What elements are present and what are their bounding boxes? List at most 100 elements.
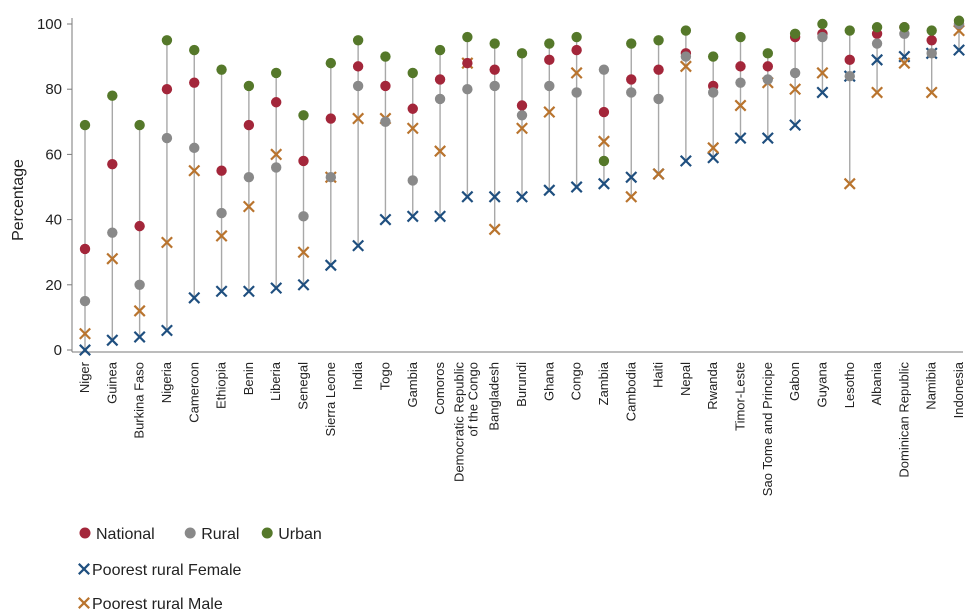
national-point bbox=[735, 61, 746, 72]
rural-point bbox=[653, 93, 664, 105]
poorest-rural-male-point bbox=[925, 86, 938, 99]
national-point bbox=[544, 54, 555, 66]
rural-point bbox=[571, 87, 582, 98]
poorest-rural-male-point bbox=[516, 122, 528, 135]
category-label: Gambia bbox=[405, 361, 420, 407]
poorest-rural-male-point bbox=[106, 252, 119, 265]
urban-point bbox=[325, 57, 337, 69]
poorest-rural-male-point bbox=[242, 200, 255, 213]
national-point bbox=[762, 61, 774, 72]
poorest-rural-female-point bbox=[461, 190, 474, 203]
urban-point bbox=[626, 38, 637, 49]
national-point bbox=[434, 74, 446, 85]
y-axis-title: Percentage bbox=[10, 159, 27, 241]
urban-point bbox=[79, 119, 91, 131]
poorest-rural-female-point bbox=[871, 53, 884, 66]
poorest-rural-female-point bbox=[352, 239, 365, 252]
poorest-rural-female-point bbox=[160, 324, 173, 337]
national-point bbox=[926, 35, 937, 46]
legend: National Rural Urban Poorest rural Female Po… bbox=[78, 526, 322, 612]
national-point bbox=[161, 84, 173, 95]
y-tick-label: 0 bbox=[54, 342, 62, 359]
rural-point bbox=[516, 110, 528, 121]
poorest-rural-male-point bbox=[570, 66, 583, 79]
poorest-rural-female-point bbox=[679, 154, 692, 167]
stems bbox=[84, 20, 960, 350]
category-label: Senegal bbox=[296, 362, 311, 410]
rural-point bbox=[161, 132, 173, 144]
rural-point bbox=[189, 142, 200, 154]
national-point bbox=[270, 97, 282, 108]
poorest-rural-female-point bbox=[215, 285, 228, 298]
category-label: Haiti bbox=[651, 362, 666, 388]
poorest-rural-female-point bbox=[516, 190, 528, 203]
poorest-rural-female-point bbox=[570, 181, 583, 193]
poorest-rural-male-point bbox=[898, 57, 911, 70]
category-label: India bbox=[350, 361, 365, 390]
urban-point bbox=[407, 67, 418, 79]
national-point bbox=[598, 106, 610, 118]
poorest-rural-female-point bbox=[625, 171, 638, 184]
poorest-rural-male-point bbox=[871, 86, 884, 99]
rural-point bbox=[735, 77, 746, 88]
rural-point bbox=[544, 80, 555, 92]
poorest-rural-male-point bbox=[406, 122, 419, 135]
urban-point bbox=[871, 22, 883, 33]
poorest-rural-female-point bbox=[543, 184, 556, 197]
rural-point bbox=[489, 80, 500, 92]
national-point bbox=[516, 100, 528, 111]
rural-point bbox=[325, 172, 337, 183]
national-point bbox=[626, 74, 637, 85]
poorest-rural-female-point bbox=[597, 177, 610, 190]
category-label: Lesotho bbox=[842, 362, 857, 408]
y-tick-label: 20 bbox=[45, 277, 62, 294]
poorest-rural-male-point bbox=[270, 148, 283, 161]
category-label: Ghana bbox=[541, 361, 556, 401]
urban-point bbox=[134, 119, 145, 131]
legend-item-poorest-rural-male: Poorest rural Male bbox=[78, 596, 223, 612]
legend-marker bbox=[78, 563, 90, 575]
urban-point bbox=[161, 35, 173, 46]
poorest-rural-male-point bbox=[679, 60, 692, 73]
poorest-rural-male-point bbox=[133, 304, 146, 317]
rural-point bbox=[598, 64, 610, 75]
poorest-rural-male-point bbox=[188, 164, 201, 177]
poorest-rural-male-point bbox=[625, 190, 638, 203]
national-point bbox=[462, 57, 473, 69]
marks bbox=[79, 15, 965, 356]
urban-point bbox=[243, 80, 255, 92]
poorest-rural-female-point bbox=[816, 86, 829, 99]
rural-point bbox=[298, 211, 309, 222]
national-point bbox=[407, 103, 418, 114]
urban-point bbox=[544, 38, 555, 49]
rural-point bbox=[871, 38, 883, 49]
poorest-rural-female-point bbox=[188, 291, 201, 304]
poorest-rural-female-point bbox=[106, 334, 119, 347]
poorest-rural-male-point bbox=[816, 66, 829, 79]
legend-label: Poorest rural Female bbox=[92, 562, 241, 579]
national-point bbox=[298, 155, 309, 167]
category-label: Cameroon bbox=[186, 362, 201, 423]
rural-point bbox=[434, 93, 446, 105]
urban-point bbox=[899, 22, 910, 33]
y-tick-label: 40 bbox=[45, 212, 62, 229]
urban-point bbox=[735, 31, 746, 43]
category-label: Comoros bbox=[432, 362, 447, 415]
legend-marker bbox=[261, 527, 273, 539]
urban-point bbox=[462, 31, 473, 43]
poorest-rural-male-point bbox=[652, 167, 665, 180]
poorest-rural-female-point bbox=[406, 210, 419, 223]
category-label: Democratic Republicof the Congo bbox=[451, 362, 480, 482]
urban-point bbox=[107, 90, 118, 101]
urban-point bbox=[598, 155, 610, 167]
category-label: Guinea bbox=[104, 361, 119, 404]
urban-point bbox=[489, 38, 500, 49]
category-label: Congo bbox=[569, 362, 584, 400]
poorest-rural-male-point bbox=[543, 106, 556, 118]
poorest-rural-female-point bbox=[324, 259, 337, 272]
category-label: Timor-Leste bbox=[733, 362, 748, 431]
legend-label: Urban bbox=[278, 526, 322, 543]
urban-point bbox=[707, 51, 719, 62]
urban-point bbox=[380, 51, 391, 62]
